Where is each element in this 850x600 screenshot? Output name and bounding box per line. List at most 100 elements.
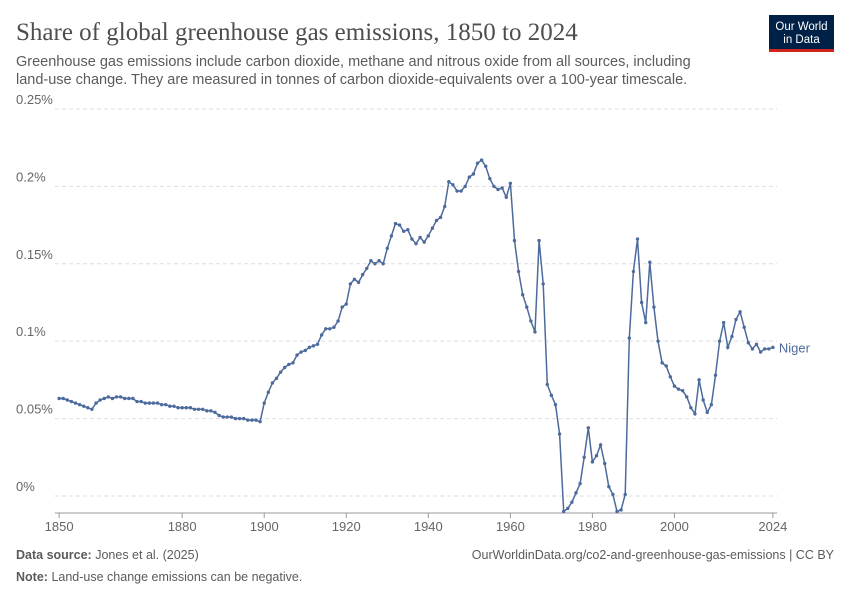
point: [319, 333, 324, 337]
point: [151, 401, 156, 405]
plot: 0% 0.05% 0.1% 0.15% 0.2% 0.25% 1850 1880 1900 192…: [16, 92, 811, 534]
point: [685, 395, 689, 399]
point: [574, 491, 578, 495]
point: [672, 384, 677, 388]
point: [598, 443, 603, 447]
point: [496, 187, 500, 192]
point: [713, 373, 718, 377]
point: [192, 407, 197, 411]
point: [742, 325, 746, 329]
point: [726, 345, 730, 350]
point: [697, 378, 701, 382]
point: [295, 353, 299, 357]
point: [127, 396, 131, 401]
note: Note: Land-use change emissions can be n…: [16, 570, 302, 584]
point: [270, 381, 275, 385]
point: [324, 327, 328, 331]
point: [438, 215, 443, 220]
point: [426, 234, 431, 238]
point: [520, 293, 525, 297]
point: [135, 399, 139, 404]
logo-bar: [769, 49, 834, 52]
point: [639, 300, 644, 305]
point: [717, 339, 722, 343]
series-line: [59, 159, 774, 513]
point: [635, 237, 640, 241]
point: [242, 416, 246, 421]
point: [631, 269, 636, 274]
point: [397, 223, 402, 227]
url[interactable]: OurWorldinData.org/co2-and-greenhouse-ga…: [472, 548, 835, 562]
series-label: Niger: [779, 340, 811, 355]
point: [90, 407, 94, 411]
point: [340, 305, 344, 309]
point: [200, 407, 205, 411]
point: [475, 161, 480, 165]
point: [668, 375, 673, 379]
point: [262, 401, 266, 405]
point: [570, 500, 574, 504]
point: [652, 305, 656, 309]
point: [689, 406, 693, 410]
point: [184, 406, 188, 410]
point: [73, 401, 78, 405]
point: [69, 399, 74, 404]
point: [307, 345, 312, 350]
point: [738, 310, 742, 314]
point: [467, 175, 472, 179]
point: [730, 334, 734, 339]
point: [557, 432, 562, 436]
chart-title: Share of global greenhouse gas emissions…: [16, 19, 578, 46]
point: [143, 401, 147, 405]
point: [459, 189, 463, 193]
point: [561, 509, 566, 514]
point: [767, 347, 771, 351]
point: [566, 506, 570, 511]
point: [619, 508, 623, 512]
point: [709, 402, 714, 407]
point: [533, 330, 537, 334]
point: [586, 426, 590, 430]
point: [734, 317, 738, 322]
source-text[interactable]: Jones et al. (2025): [95, 548, 199, 562]
point: [414, 241, 418, 246]
point: [512, 238, 517, 243]
point: [123, 396, 127, 401]
point: [336, 319, 340, 323]
point: [381, 262, 385, 266]
point: [94, 401, 98, 405]
point: [114, 395, 119, 399]
point: [611, 492, 615, 497]
point: [176, 406, 180, 410]
point: [594, 454, 599, 458]
point: [147, 401, 152, 405]
point: [205, 409, 209, 413]
point: [225, 415, 229, 419]
logo[interactable]: Our World in Data: [769, 15, 834, 52]
y-tick-label: 0.05%: [16, 402, 53, 417]
point: [656, 339, 660, 343]
x-tick-label: 1960: [496, 519, 525, 534]
point: [492, 184, 496, 189]
point: [57, 396, 61, 401]
point: [664, 364, 668, 368]
point: [484, 164, 488, 168]
point: [180, 406, 184, 410]
point: [131, 396, 135, 401]
point: [721, 320, 726, 325]
point: [360, 272, 365, 277]
x-tick-label: 1900: [250, 519, 279, 534]
point: [389, 234, 394, 238]
subtitle: Greenhouse gas emissions include carbon …: [16, 54, 691, 70]
point: [479, 158, 484, 162]
logo-text: in Data: [783, 34, 820, 46]
point: [746, 341, 750, 345]
y-tick-label: 0.2%: [16, 169, 46, 184]
point: [77, 402, 82, 407]
point: [541, 282, 545, 286]
point: [258, 419, 262, 424]
subtitle: land-use change. They are measured in to…: [16, 72, 687, 88]
point: [246, 418, 250, 422]
point: [250, 418, 254, 422]
point: [377, 258, 381, 263]
